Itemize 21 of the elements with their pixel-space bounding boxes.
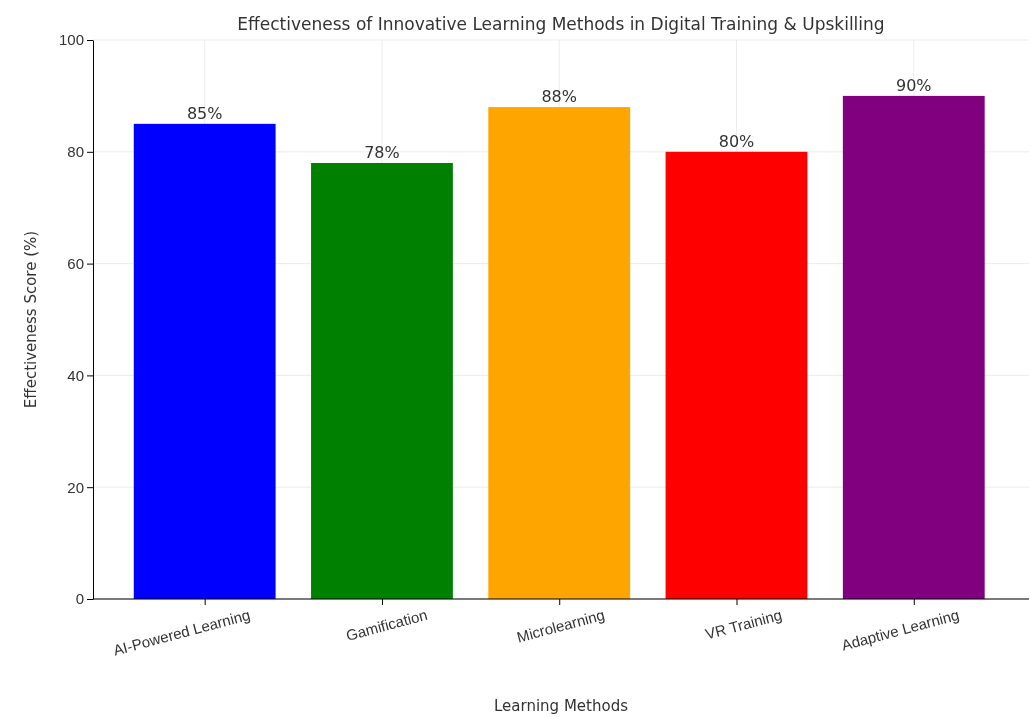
y-tick-label: 40	[67, 366, 84, 384]
x-tick-label: VR Training	[703, 605, 784, 643]
y-tick-label: 100	[58, 31, 84, 49]
bar	[842, 95, 985, 599]
y-tick-label: 0	[75, 590, 84, 608]
bar	[133, 123, 276, 599]
chart-title: Effectiveness of Innovative Learning Methods in Digital Training & Upskilling	[237, 14, 885, 34]
y-axis-title: Effectiveness Score (%)	[22, 230, 40, 409]
data-label: 80%	[718, 131, 755, 151]
bar	[488, 107, 631, 599]
data-label: 90%	[895, 75, 932, 95]
y-tick-label: 20	[67, 478, 84, 496]
bar	[311, 162, 453, 599]
data-label: 88%	[541, 87, 578, 107]
y-tick-label: 60	[67, 254, 84, 272]
x-tick-label: Adaptive Learning	[839, 605, 961, 654]
data-label: 78%	[364, 142, 400, 162]
x-axis-title: Learning Methods	[494, 697, 629, 715]
y-tick-label: 80	[67, 143, 84, 161]
data-label: 85%	[186, 103, 223, 123]
bar	[665, 151, 808, 599]
